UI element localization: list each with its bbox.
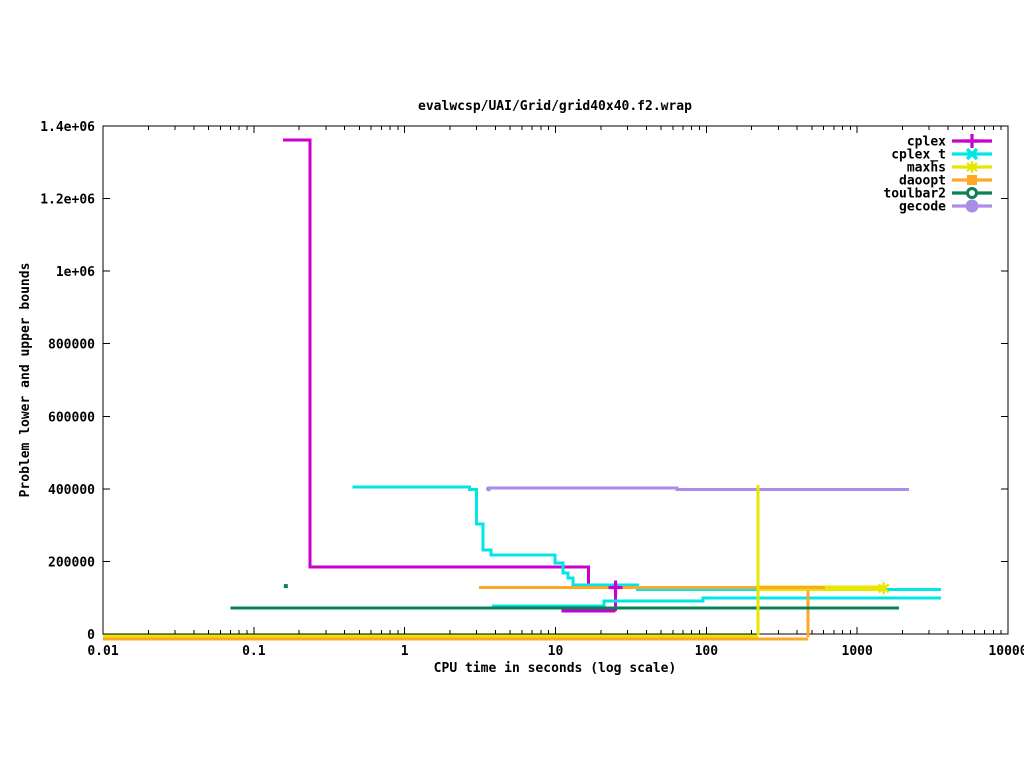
legend-label-cplex_t: cplex_t [891,148,946,163]
legend-item-toulbar2: toulbar2 [883,187,992,202]
legend-label-cplex: cplex [907,135,946,150]
legend-item-cplex: cplex [907,134,992,150]
legend-item-maxhs: maxhs [907,161,992,176]
marker-maxhs [877,582,890,595]
legend-marker-maxhs-icon [966,161,978,173]
legend-label-daoopt: daoopt [899,174,946,189]
y-tick-label: 600000 [48,410,95,425]
marker-gecode [486,486,492,492]
legend-label-toulbar2: toulbar2 [883,187,946,202]
series-line-gecode [488,486,909,492]
x-tick-label: 10000 [988,644,1024,659]
y-tick-label: 0 [87,628,95,643]
y-tick-label: 1.2e+06 [40,193,95,208]
x-tick-label: 100 [695,644,719,659]
series-line-cplex_t [352,485,942,592]
y-tick-label: 400000 [48,483,95,498]
y-tick-label: 1.4e+06 [40,120,95,135]
y-tick-label: 200000 [48,555,95,570]
legend-item-gecode: gecode [899,199,992,215]
data-series [103,138,942,641]
y-tick-label: 800000 [48,338,95,353]
legend-item-daoopt: daoopt [899,174,992,189]
legend-label-gecode: gecode [899,200,946,215]
chart-title: evalwcsp/UAI/Grid/grid40x40.f2.wrap [418,99,692,114]
series-line-cplex [283,138,617,612]
x-tick-label: 0.01 [87,644,118,659]
legend-item-cplex_t: cplex_t [891,148,992,163]
axes: 0.01 0.1 1 10 100 1000 10000 0 200000 400000 60000… [40,120,1024,659]
x-tick-label: 0.1 [242,644,266,659]
y-axis-label: Problem lower and upper bounds [18,263,33,498]
x-axis-label: CPU time in seconds (log scale) [434,661,677,676]
legend-marker-cplex-icon [965,134,979,148]
marker-cplex [608,580,623,595]
series-line-cplex_t [492,596,942,608]
x-tick-label: 1 [401,644,409,659]
legend-marker-cplex_t-icon [965,147,979,161]
x-tick-label: 1000 [842,644,873,659]
legend-label-maxhs: maxhs [907,161,946,176]
legend-marker-toulbar2-icon [966,187,978,199]
data-markers [283,486,890,595]
y-tick-label: 1e+06 [56,265,95,280]
marker-toulbar2 [283,584,288,589]
legend-marker-daoopt-icon [967,175,977,185]
legend-marker-gecode-icon [965,199,979,213]
x-tick-label: 10 [548,644,564,659]
